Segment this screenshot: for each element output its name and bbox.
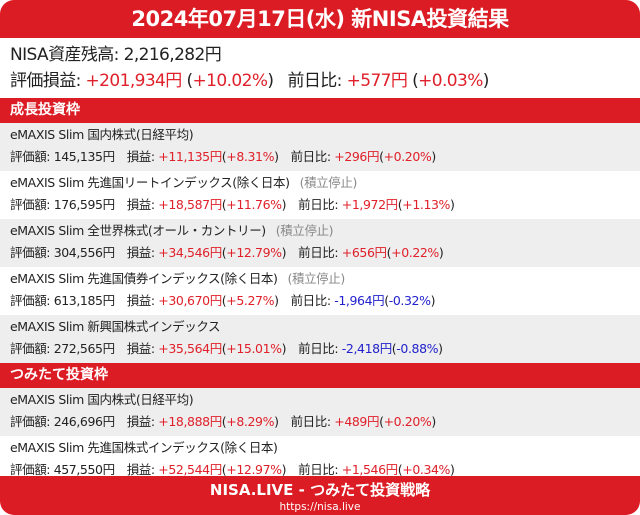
- footer-url[interactable]: https://nisa.live: [279, 501, 361, 513]
- fund-day: +296円: [334, 149, 380, 164]
- day-label: 前日比:: [298, 462, 342, 477]
- value-label: 評価額:: [10, 149, 54, 164]
- fund-value: 272,565円: [53, 341, 115, 356]
- fund-day-pct: +0.22%: [391, 245, 439, 260]
- fund-day-pct: +0.34%: [402, 462, 451, 477]
- value-label: 評価額:: [10, 245, 54, 260]
- pl-label: 損益:: [126, 293, 159, 308]
- section-header: つみたて投資枠: [0, 363, 640, 388]
- fund-name: eMAXIS Slim 全世界株式(オール・カントリー): [10, 223, 266, 238]
- pl-line: 評価損益: +201,934円 (+10.02%) 前日比: +577円 (+0.…: [10, 71, 489, 91]
- fund-pl-pct: +12.97%: [226, 462, 282, 477]
- day-label: 前日比:: [290, 293, 335, 308]
- value-label: 評価額:: [10, 293, 54, 308]
- fund-row: eMAXIS Slim 先進国株式インデックス(除く日本) 評価額: 457,5…: [10, 440, 455, 477]
- fund-day: -1,964円: [334, 293, 385, 308]
- fund-day: +1,972円: [341, 197, 398, 212]
- fund-row: eMAXIS Slim 国内株式(日経平均) 評価額: 246,696円 損益: …: [0, 388, 640, 436]
- pl-label: 損益:: [126, 149, 159, 164]
- value-label: 評価額:: [10, 341, 54, 356]
- value-label: 評価額:: [10, 197, 54, 212]
- day-label: 前日比:: [290, 414, 335, 429]
- day-pct: +0.03%: [418, 71, 483, 91]
- fund-day: +1,546円: [341, 462, 398, 477]
- fund-day-pct: +0.20%: [383, 149, 432, 164]
- fund-pl-pct: +8.29%: [226, 414, 275, 429]
- day-label: 前日比:: [298, 341, 342, 356]
- fund-pl: +18,888円: [158, 414, 222, 429]
- fund-name: eMAXIS Slim 先進国債券インデックス(除く日本): [10, 271, 278, 286]
- fund-note: (積立停止): [287, 271, 346, 286]
- fund-day-pct: +0.20%: [383, 414, 432, 429]
- fund-pl-pct: +5.27%: [226, 293, 275, 308]
- fund-name: eMAXIS Slim 先進国リートインデックス(除く日本): [10, 175, 290, 190]
- day-label: 前日比:: [298, 245, 342, 260]
- footer: NISA.LIVE - つみたて投資戦略 https://nisa.live: [0, 476, 640, 515]
- fund-pl-pct: +8.31%: [226, 149, 275, 164]
- pl-label: 評価損益:: [10, 71, 86, 91]
- balance-line: NISA資産残高: 2,216,282円: [10, 42, 630, 68]
- fund-value: 246,696円: [53, 414, 115, 429]
- balance-value: 2,216,282円: [123, 45, 222, 65]
- fund-day-pct: -0.32%: [388, 293, 431, 308]
- fund-row: eMAXIS Slim 全世界株式(オール・カントリー) (積立停止) 評価額: …: [0, 219, 640, 267]
- balance-label: NISA資産残高:: [10, 45, 124, 65]
- footer-title: NISA.LIVE - つみたて投資戦略: [209, 481, 431, 499]
- fund-row: eMAXIS Slim 国内株式(日経平均) 評価額: 145,135円 損益: …: [0, 123, 640, 171]
- value-label: 評価額:: [10, 414, 54, 429]
- fund-day: -2,418円: [341, 341, 392, 356]
- fund-day-pct: -0.88%: [396, 341, 439, 356]
- fund-row: eMAXIS Slim 先進国リートインデックス(除く日本) (積立停止) 評価額…: [10, 175, 455, 212]
- fund-note: (積立停止): [299, 175, 358, 190]
- fund-value: 613,185円: [53, 293, 115, 308]
- day-value: +577円: [346, 71, 408, 91]
- fund-name: eMAXIS Slim 先進国株式インデックス(除く日本): [10, 440, 278, 455]
- fund-day: +489円: [334, 414, 380, 429]
- fund-day-pct: +1.13%: [402, 197, 451, 212]
- fund-pl-pct: +11.76%: [226, 197, 282, 212]
- fund-row: eMAXIS Slim 新興国株式インデックス 評価額: 272,565円 損益:…: [0, 315, 640, 363]
- value-label: 評価額:: [10, 462, 54, 477]
- fund-pl: +34,546円: [158, 245, 222, 260]
- day-label: 前日比:: [287, 71, 347, 91]
- fund-value: 304,556円: [53, 245, 115, 260]
- fund-pl-pct: +15.01%: [226, 341, 282, 356]
- fund-row: eMAXIS Slim 先進国債券インデックス(除く日本) (積立停止) 評価額:…: [10, 271, 436, 308]
- fund-pl-pct: +12.79%: [226, 245, 282, 260]
- pl-label: 損益:: [126, 341, 159, 356]
- pl-label: 損益:: [126, 462, 159, 477]
- fund-value: 176,595円: [53, 197, 115, 212]
- fund-pl: +35,564円: [158, 341, 222, 356]
- fund-value: 457,550円: [53, 462, 115, 477]
- pl-pct: +10.02%: [192, 71, 268, 91]
- day-label: 前日比:: [298, 197, 342, 212]
- fund-pl: +11,135円: [158, 149, 222, 164]
- pl-value: +201,934円: [85, 71, 183, 91]
- fund-day: +656円: [341, 245, 387, 260]
- report-title: 2024年07月17日(水) 新NISA投資結果: [0, 0, 640, 38]
- fund-name: eMAXIS Slim 新興国株式インデックス: [10, 319, 221, 334]
- fund-note: (積立停止): [275, 223, 334, 238]
- day-label: 前日比:: [290, 149, 335, 164]
- fund-name: eMAXIS Slim 国内株式(日経平均): [10, 392, 194, 407]
- fund-pl: +30,670円: [158, 293, 222, 308]
- fund-value: 145,135円: [53, 149, 115, 164]
- summary: NISA資産残高: 2,216,282円 評価損益: +201,934円 (+1…: [0, 38, 640, 98]
- fund-name: eMAXIS Slim 国内株式(日経平均): [10, 127, 194, 142]
- fund-pl: +52,544円: [158, 462, 222, 477]
- pl-label: 損益:: [126, 197, 159, 212]
- fund-pl: +18,587円: [158, 197, 222, 212]
- pl-label: 損益:: [126, 245, 159, 260]
- pl-label: 損益:: [126, 414, 159, 429]
- section-header: 成長投資枠: [0, 98, 640, 123]
